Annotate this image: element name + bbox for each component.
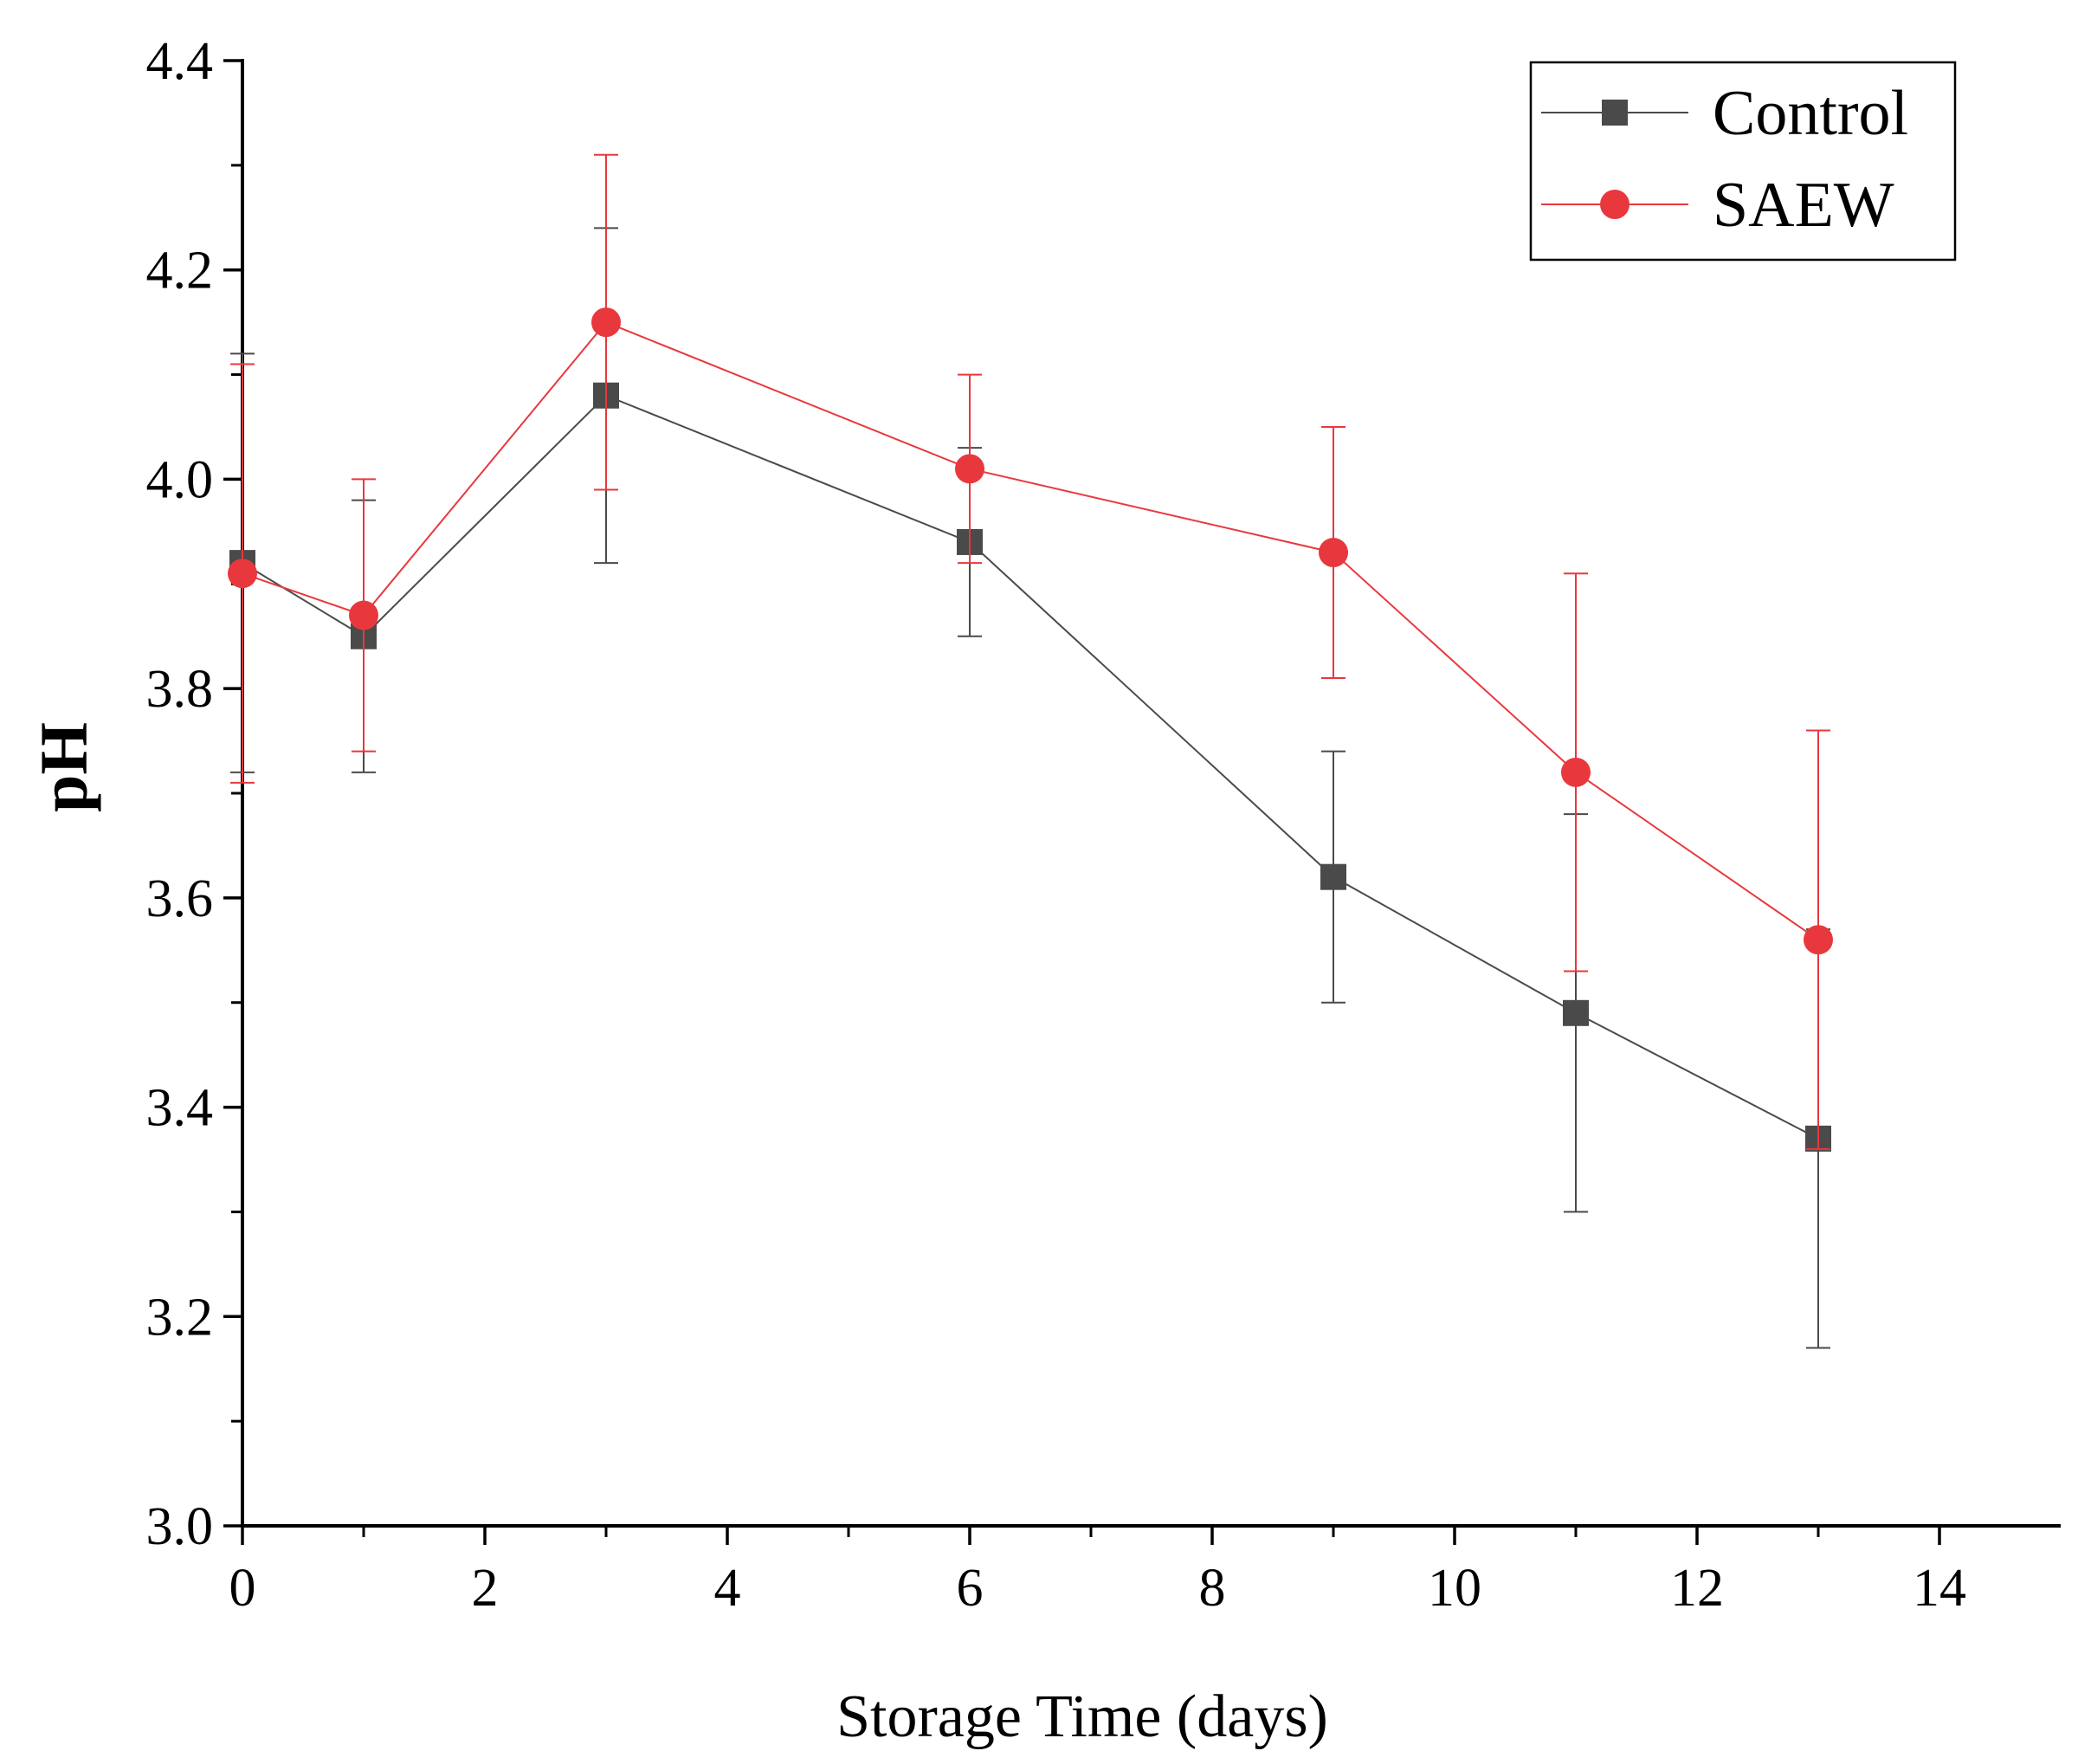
data-point xyxy=(228,559,257,589)
y-tick-label: 3.2 xyxy=(146,1288,214,1347)
data-point xyxy=(349,600,378,630)
y-tick-label: 4.4 xyxy=(146,32,214,91)
x-tick-label: 10 xyxy=(1428,1559,1481,1618)
axes xyxy=(241,59,2061,1528)
data-point xyxy=(1320,863,1346,890)
data-point xyxy=(1804,925,1833,955)
y-tick-label: 3.8 xyxy=(146,660,214,719)
y-axis-title: pH xyxy=(26,722,101,812)
legend: Control SAEW xyxy=(1529,61,1957,262)
x-tick-label: 12 xyxy=(1670,1559,1724,1618)
series-layer xyxy=(228,153,1833,1349)
x-tick-label: 4 xyxy=(714,1559,741,1618)
series-control xyxy=(229,227,1831,1349)
x-ticks: 0 2 4 6 8 10 12 14 xyxy=(229,1526,1966,1618)
data-point xyxy=(1563,999,1589,1026)
y-tick-label: 4.0 xyxy=(146,450,214,509)
x-tick-label: 6 xyxy=(957,1559,984,1618)
y-tick-label: 4.2 xyxy=(146,242,214,300)
data-point xyxy=(591,307,621,338)
x-tick-label: 8 xyxy=(1199,1559,1226,1618)
x-tick-label: 2 xyxy=(472,1559,499,1618)
data-point xyxy=(1561,757,1591,787)
x-tick-label: 14 xyxy=(1913,1559,1966,1618)
legend-label: SAEW xyxy=(1713,170,1894,241)
x-tick-label: 0 xyxy=(229,1559,256,1618)
legend-label: Control xyxy=(1713,78,1908,149)
y-tick-label: 3.0 xyxy=(146,1497,214,1556)
y-tick-label: 3.6 xyxy=(146,869,214,928)
y-tick-label: 3.4 xyxy=(146,1079,214,1138)
legend-marker xyxy=(1602,100,1628,126)
legend-item-control: Control xyxy=(1541,78,1908,149)
series-saew xyxy=(228,153,1833,1150)
series-line xyxy=(242,320,1819,941)
x-axis-title: Storage Time (days) xyxy=(836,1683,1328,1750)
legend-marker xyxy=(1600,190,1629,219)
y-ticks: 3.0 3.2 3.4 3.6 3.8 4.0 4.2 4.4 xyxy=(146,32,242,1556)
legend-item-saew: SAEW xyxy=(1541,170,1894,241)
data-point xyxy=(955,454,984,484)
data-point xyxy=(1319,538,1348,568)
legend-box xyxy=(1529,61,1957,262)
